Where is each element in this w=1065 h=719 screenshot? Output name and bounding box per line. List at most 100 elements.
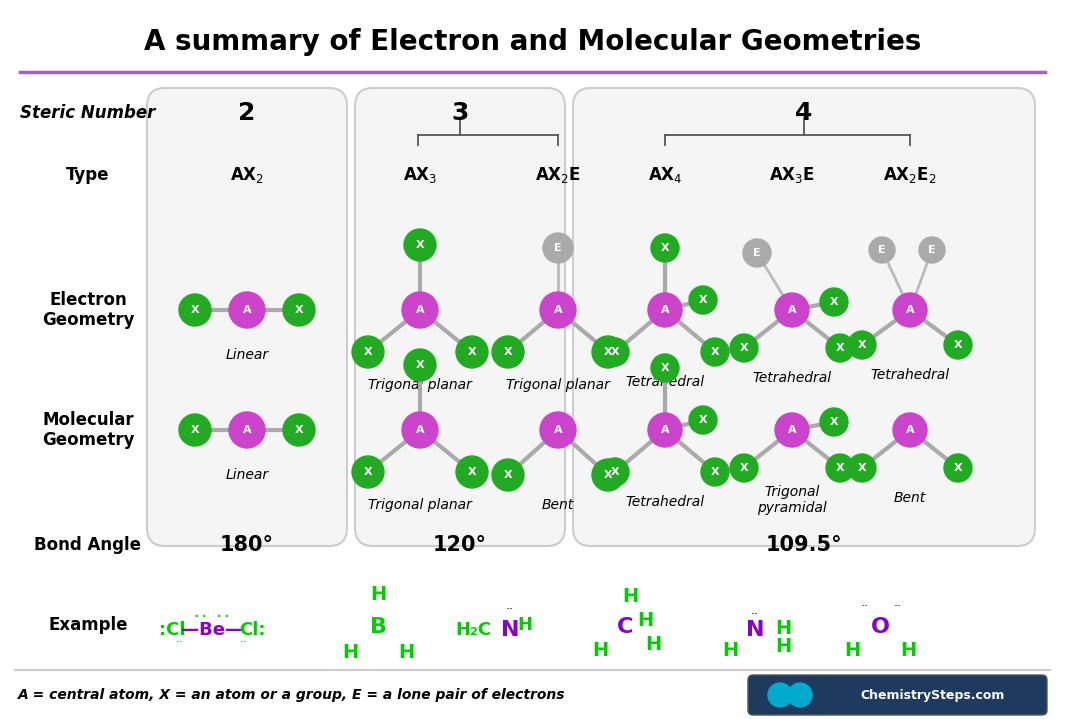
Text: Molecular
Geometry: Molecular Geometry: [42, 411, 134, 449]
Text: ··: ··: [861, 600, 869, 613]
Text: X: X: [660, 363, 669, 373]
Circle shape: [788, 683, 812, 707]
Text: H: H: [637, 610, 653, 630]
Text: X: X: [830, 297, 838, 307]
Text: X: X: [710, 467, 719, 477]
Circle shape: [402, 412, 438, 448]
Circle shape: [592, 336, 624, 368]
Text: N: N: [746, 620, 765, 640]
Text: H: H: [342, 644, 358, 662]
Text: Type: Type: [66, 166, 110, 184]
Circle shape: [826, 334, 854, 362]
Text: X: X: [953, 340, 963, 350]
Text: Bent: Bent: [894, 491, 927, 505]
Circle shape: [283, 414, 315, 446]
Circle shape: [179, 414, 211, 446]
Circle shape: [353, 456, 384, 488]
Text: X: X: [295, 425, 304, 435]
Text: X: X: [740, 343, 749, 353]
Text: A: A: [788, 305, 797, 315]
Text: Linear: Linear: [226, 468, 268, 482]
Text: B: B: [370, 617, 387, 637]
Text: AX$_3$E: AX$_3$E: [769, 165, 815, 185]
Text: ·· ··: ·· ··: [193, 610, 231, 623]
Text: 4: 4: [796, 101, 813, 125]
Text: A: A: [660, 425, 669, 435]
Text: Tetrahedral: Tetrahedral: [753, 371, 832, 385]
Text: X: X: [415, 240, 424, 250]
Circle shape: [768, 683, 792, 707]
Circle shape: [775, 293, 809, 327]
Circle shape: [730, 454, 758, 482]
Circle shape: [229, 292, 265, 328]
Text: A: A: [554, 305, 562, 315]
Text: AX$_2$E$_2$: AX$_2$E$_2$: [883, 165, 937, 185]
Text: A summary of Electron and Molecular Geometries: A summary of Electron and Molecular Geom…: [144, 28, 921, 56]
Text: X: X: [610, 347, 620, 357]
Circle shape: [848, 454, 876, 482]
Circle shape: [543, 233, 573, 263]
Text: Trigonal
pyramidal: Trigonal pyramidal: [757, 485, 826, 515]
Text: X: X: [604, 470, 612, 480]
Circle shape: [648, 413, 682, 447]
Circle shape: [179, 294, 211, 326]
Text: 3: 3: [452, 101, 469, 125]
Text: X: X: [857, 340, 866, 350]
Text: X: X: [504, 470, 512, 480]
Text: Tetrahedral: Tetrahedral: [870, 368, 950, 382]
Text: X: X: [740, 463, 749, 473]
Text: X: X: [610, 467, 620, 477]
Text: H: H: [775, 618, 791, 638]
Text: Example: Example: [48, 616, 128, 634]
Text: 109.5°: 109.5°: [766, 535, 842, 555]
Text: X: X: [604, 347, 612, 357]
Circle shape: [648, 293, 682, 327]
Text: Cl:: Cl:: [239, 621, 265, 639]
Circle shape: [592, 459, 624, 491]
Circle shape: [820, 288, 848, 316]
Circle shape: [689, 406, 717, 434]
Text: ··: ··: [240, 636, 248, 649]
Circle shape: [820, 408, 848, 436]
Circle shape: [402, 292, 438, 328]
Text: X: X: [191, 425, 199, 435]
Text: 2: 2: [239, 101, 256, 125]
Text: X: X: [699, 415, 707, 425]
Text: AX$_2$: AX$_2$: [230, 165, 264, 185]
Text: H: H: [398, 644, 414, 662]
Text: A: A: [415, 425, 424, 435]
Text: X: X: [836, 343, 845, 353]
Text: A: A: [243, 425, 251, 435]
Circle shape: [492, 336, 524, 368]
Circle shape: [743, 239, 771, 267]
Text: 180°: 180°: [220, 535, 274, 555]
FancyBboxPatch shape: [748, 675, 1047, 715]
Text: X: X: [468, 467, 476, 477]
Text: AX$_2$E: AX$_2$E: [535, 165, 580, 185]
Text: X: X: [836, 463, 845, 473]
Text: Electron
Geometry: Electron Geometry: [42, 290, 134, 329]
Circle shape: [601, 338, 629, 366]
Circle shape: [826, 454, 854, 482]
Circle shape: [540, 292, 576, 328]
Text: ··: ··: [894, 600, 902, 613]
Circle shape: [283, 294, 315, 326]
Circle shape: [944, 331, 972, 359]
Text: A: A: [905, 425, 915, 435]
Text: A: A: [788, 425, 797, 435]
Text: Trigonal planar: Trigonal planar: [368, 378, 472, 392]
Text: ··: ··: [506, 603, 514, 616]
Text: E: E: [879, 245, 886, 255]
Circle shape: [848, 331, 876, 359]
Text: Tetrahedral: Tetrahedral: [625, 375, 705, 389]
Circle shape: [701, 338, 730, 366]
Circle shape: [892, 293, 927, 327]
Text: H: H: [518, 616, 532, 634]
Text: H: H: [370, 585, 387, 605]
Circle shape: [701, 458, 730, 486]
Text: X: X: [468, 347, 476, 357]
Circle shape: [404, 349, 436, 381]
Text: ··: ··: [176, 636, 184, 649]
Text: Linear: Linear: [226, 348, 268, 362]
Text: X: X: [504, 347, 512, 357]
